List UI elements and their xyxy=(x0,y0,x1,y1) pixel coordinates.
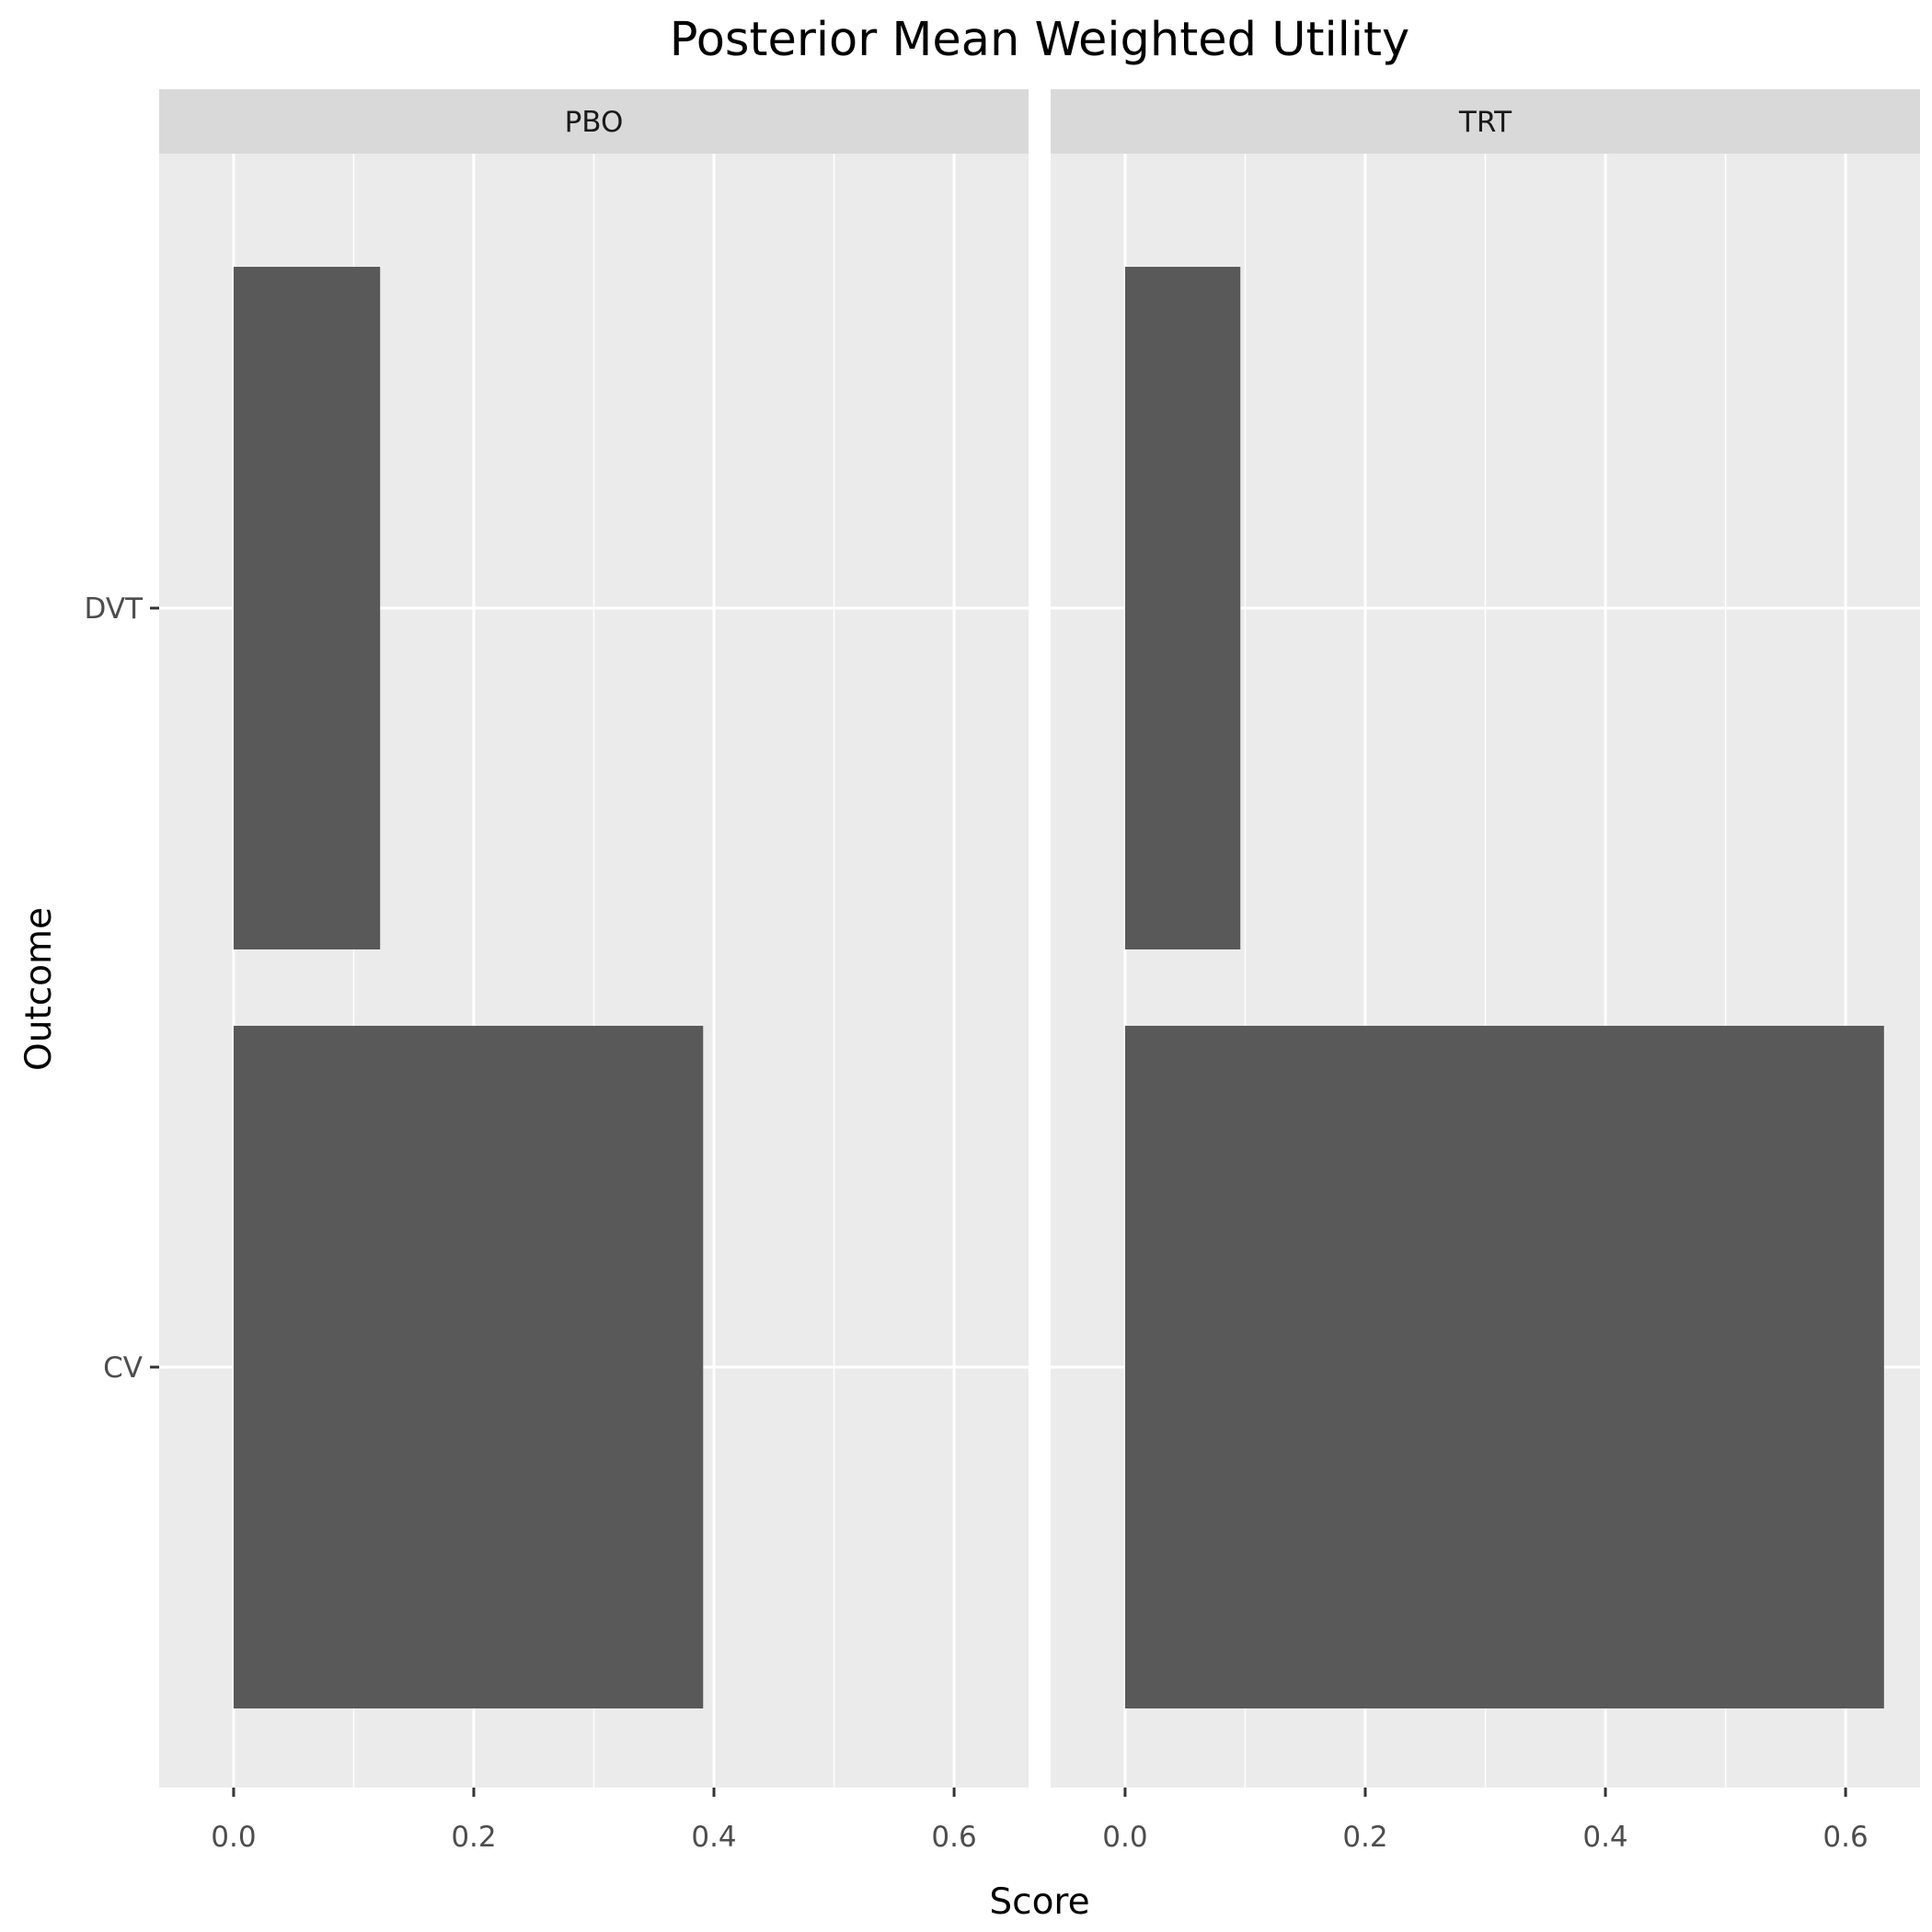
x-tick-label: 0.4 xyxy=(691,1821,736,1854)
facet-strip-label: TRT xyxy=(1458,106,1512,139)
y-tick-label-dvt: DVT xyxy=(85,592,144,626)
facet-panel-pbo: PBO 0.0 0.2 0.4 0.6 xyxy=(159,89,1029,1854)
x-tick-label: 0.0 xyxy=(1102,1821,1147,1854)
facet-panel-trt: TRT 0.0 0.2 0.4 0.6 xyxy=(1051,89,1920,1854)
x-tick-label: 0.0 xyxy=(211,1821,256,1854)
y-axis-title: Outcome xyxy=(18,907,60,1071)
facet-strip xyxy=(1051,89,1920,154)
x-tick-label: 0.2 xyxy=(451,1821,496,1854)
bar-trt-cv xyxy=(1124,1026,1884,1708)
bar-trt-dvt xyxy=(1124,267,1241,949)
y-tick-label-cv: CV xyxy=(103,1351,143,1385)
x-tick-label: 0.4 xyxy=(1582,1821,1627,1854)
x-tick-label: 0.2 xyxy=(1342,1821,1387,1854)
x-tick-label: 0.6 xyxy=(931,1821,976,1854)
facet-strip xyxy=(159,89,1029,154)
facet-strip-label: PBO xyxy=(565,106,624,139)
facet-panels: PBO 0.0 0.2 0.4 0.6 TRT 0.0 0.2 0.4 0.6 DVT CV xyxy=(85,89,1920,1854)
chart-title: Posterior Mean Weighted Utility xyxy=(670,13,1409,67)
bar-pbo-cv xyxy=(233,1026,704,1708)
x-tick-label: 0.6 xyxy=(1823,1821,1868,1854)
x-axis-title: Score xyxy=(989,1881,1089,1923)
bar-pbo-dvt xyxy=(233,267,381,949)
